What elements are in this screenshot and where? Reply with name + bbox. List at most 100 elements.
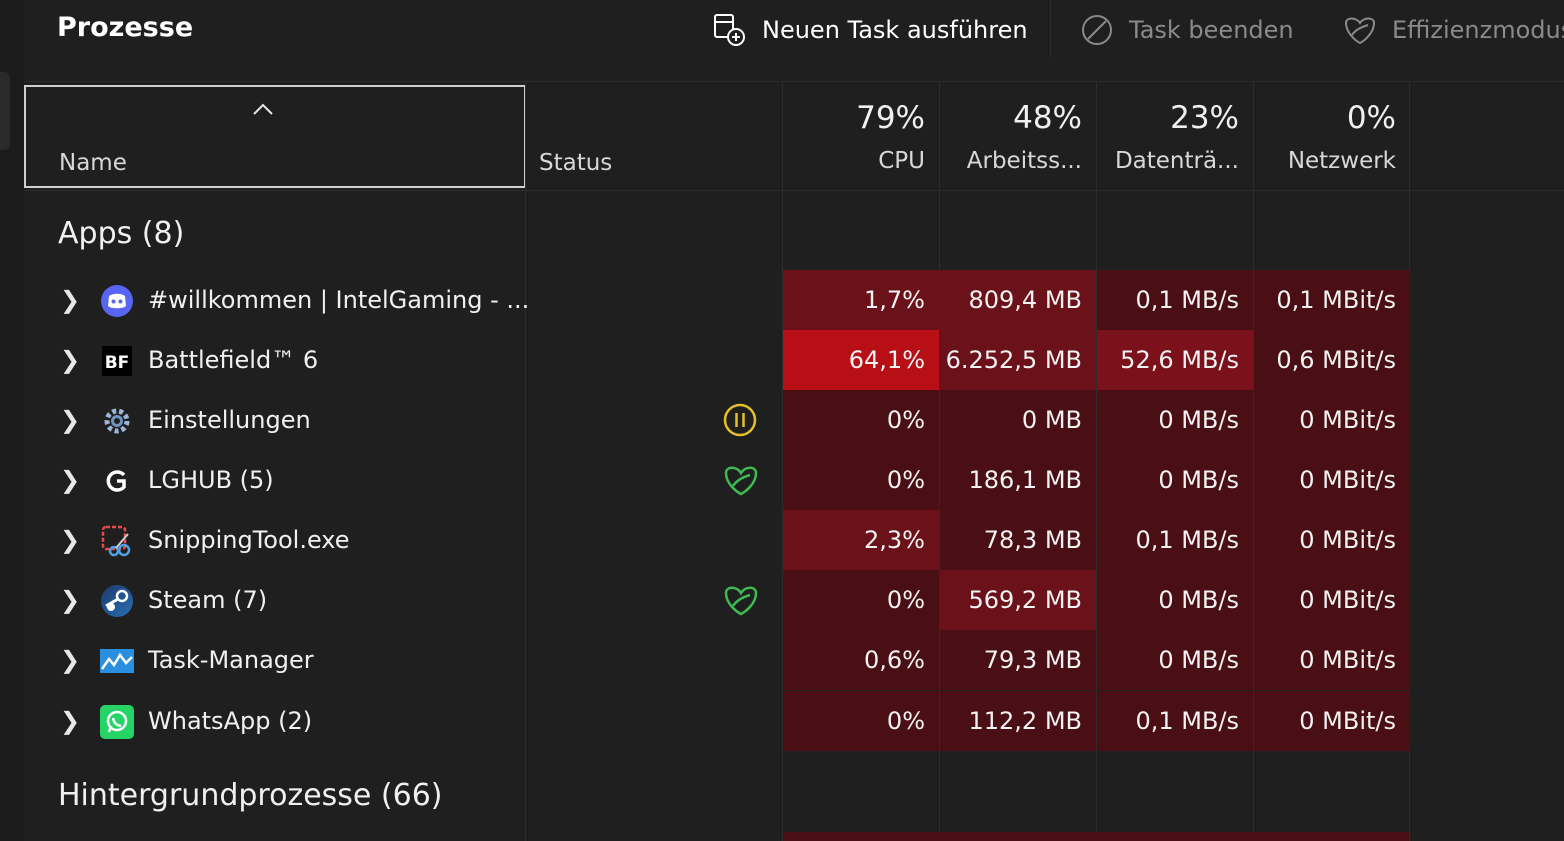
disk-column-header[interactable]: 23% Datenträ... xyxy=(1097,82,1253,188)
settings-gear-icon xyxy=(100,404,134,438)
column-divider xyxy=(782,81,783,841)
process-row-snippingtool[interactable]: ❯ SnippingTool.exe 2,3% 78,3 MB 0,1 MB/s… xyxy=(24,510,1564,570)
memory-cell: 0 MB xyxy=(940,390,1096,450)
process-name: Battlefield™ 6 xyxy=(148,346,319,374)
disk-cell: 0 MB/s xyxy=(1097,630,1253,690)
expand-chevron-icon[interactable]: ❯ xyxy=(60,406,81,434)
process-row-steam[interactable]: ❯ Steam (7) 0% 569,2 MB 0 MB/s 0 MBit/s xyxy=(24,570,1564,630)
cpu-cell: 64,1% xyxy=(783,330,939,390)
network-cell: 0 MBit/s xyxy=(1254,510,1410,570)
cpu-cell: 0% xyxy=(783,390,939,450)
new-task-label: Neuen Task ausführen xyxy=(762,16,1028,44)
expand-chevron-icon[interactable]: ❯ xyxy=(60,707,81,735)
network-cell: 0,6 MBit/s xyxy=(1254,330,1410,390)
process-name: SnippingTool.exe xyxy=(148,526,350,554)
column-header-row: Name Status 79% CPU 48% Arbeitss... 23% … xyxy=(24,81,1564,191)
disk-cell: 0,1 MB/s xyxy=(1097,510,1253,570)
network-cell: 0 MBit/s xyxy=(1254,630,1410,690)
disk-cell: 0,1 MB/s xyxy=(1097,270,1253,330)
sort-ascending-icon xyxy=(252,97,274,121)
memory-total: 48% xyxy=(1013,100,1082,136)
process-row-battlefield[interactable]: ❯ BF Battlefield™ 6 64,1% 6.252,5 MB 52,… xyxy=(24,330,1564,390)
task-manager-icon xyxy=(100,644,134,678)
name-column-header[interactable]: Name xyxy=(24,85,526,188)
end-task-label: Task beenden xyxy=(1129,16,1294,44)
network-cell: 0,1 MBit/s xyxy=(1254,270,1410,330)
toolbar-divider xyxy=(1050,0,1051,58)
nav-strip xyxy=(0,0,24,841)
end-task-icon xyxy=(1079,12,1115,48)
cpu-column-label: CPU xyxy=(878,148,925,174)
network-cell: 0 MBit/s xyxy=(1254,691,1410,751)
memory-column-label: Arbeitss... xyxy=(966,148,1082,174)
network-cell: 0 MBit/s xyxy=(1254,390,1410,450)
efficiency-mode-label: Effizienzmodus xyxy=(1392,16,1564,44)
cpu-cell: 0% xyxy=(783,450,939,510)
expand-chevron-icon[interactable]: ❯ xyxy=(60,586,81,614)
network-column-header[interactable]: 0% Netzwerk xyxy=(1254,82,1410,188)
cpu-cell: 2,3% xyxy=(783,510,939,570)
efficiency-mode-button[interactable]: Effizienzmodus xyxy=(1342,10,1564,50)
memory-column-header[interactable]: 48% Arbeitss... xyxy=(940,82,1096,188)
suspended-pause-icon xyxy=(722,402,760,440)
cpu-cell: 0,6% xyxy=(783,630,939,690)
column-divider xyxy=(1253,81,1254,841)
new-task-icon xyxy=(712,12,748,48)
memory-cell: 112,2 MB xyxy=(940,691,1096,751)
snipping-tool-icon xyxy=(100,524,134,558)
process-name: #willkommen | IntelGaming - ... xyxy=(148,286,530,314)
expand-chevron-icon[interactable]: ❯ xyxy=(60,286,81,314)
discord-icon xyxy=(100,284,134,318)
expand-chevron-icon[interactable]: ❯ xyxy=(60,646,81,674)
disk-cell: 0 MB/s xyxy=(1097,570,1253,630)
column-divider xyxy=(525,81,526,841)
efficiency-leaf-icon xyxy=(722,462,760,500)
page-title: Prozesse xyxy=(57,12,194,43)
expand-chevron-icon[interactable]: ❯ xyxy=(60,346,81,374)
process-row-task-manager[interactable]: ❯ Task-Manager 0,6% 79,3 MB 0 MB/s 0 MBi… xyxy=(24,630,1564,690)
cpu-cell: 0% xyxy=(783,691,939,751)
memory-cell: 569,2 MB xyxy=(940,570,1096,630)
process-row-lghub[interactable]: ❯ LGHUB (5) 0% 186,1 MB 0 MB/s 0 MBit/s xyxy=(24,450,1564,510)
memory-cell: 809,4 MB xyxy=(940,270,1096,330)
svg-text:BF: BF xyxy=(105,353,130,373)
disk-cell: 0,1 MB/s xyxy=(1097,691,1253,751)
expand-chevron-icon[interactable]: ❯ xyxy=(60,526,81,554)
network-cell: 0 MBit/s xyxy=(1254,450,1410,510)
process-name: WhatsApp (2) xyxy=(148,707,313,735)
network-column-label: Netzwerk xyxy=(1287,148,1396,174)
network-total: 0% xyxy=(1346,100,1396,136)
memory-cell: 6.252,5 MB xyxy=(940,330,1096,390)
end-task-button[interactable]: Task beenden xyxy=(1079,10,1294,50)
battlefield-icon: BF xyxy=(100,344,134,378)
new-task-button[interactable]: Neuen Task ausführen xyxy=(712,10,1028,50)
toolbar: Prozesse Neuen Task ausführen Task beend… xyxy=(24,0,1564,80)
process-row-discord[interactable]: ❯ #willkommen | IntelGaming - ... 1,7% 8… xyxy=(24,270,1564,330)
group-header-background[interactable]: Hintergrundprozesse (66) xyxy=(58,778,443,813)
process-name: Einstellungen xyxy=(148,406,311,434)
cpu-cell: 1,7% xyxy=(783,270,939,330)
memory-cell: 79,3 MB xyxy=(940,630,1096,690)
steam-icon xyxy=(100,584,134,618)
disk-total: 23% xyxy=(1170,100,1239,136)
expand-chevron-icon[interactable]: ❯ xyxy=(60,466,81,494)
process-name: LGHUB (5) xyxy=(148,466,274,494)
cpu-cell: 0% xyxy=(783,570,939,630)
disk-column-label: Datenträ... xyxy=(1114,148,1239,174)
cpu-column-header[interactable]: 79% CPU xyxy=(783,82,939,188)
column-divider xyxy=(1096,81,1097,841)
name-column-label: Name xyxy=(59,150,127,176)
group-header-apps[interactable]: Apps (8) xyxy=(58,216,185,251)
column-divider xyxy=(939,81,940,841)
process-row-einstellungen[interactable]: ❯ Einstellungen 0% 0 MB 0 MB/s 0 MBit/s xyxy=(24,390,1564,450)
efficiency-leaf-icon xyxy=(722,582,760,620)
nav-selection-indicator xyxy=(0,72,10,150)
disk-cell: 0 MB/s xyxy=(1097,450,1253,510)
process-name: Task-Manager xyxy=(148,646,314,674)
memory-cell: 186,1 MB xyxy=(940,450,1096,510)
status-column-header[interactable]: Status xyxy=(539,150,613,176)
process-row-whatsapp[interactable]: ❯ WhatsApp (2) 0% 112,2 MB 0,1 MB/s 0 MB… xyxy=(24,691,1564,751)
logitech-g-icon xyxy=(100,464,134,498)
leaf-icon xyxy=(1342,12,1378,48)
process-name: Steam (7) xyxy=(148,586,268,614)
